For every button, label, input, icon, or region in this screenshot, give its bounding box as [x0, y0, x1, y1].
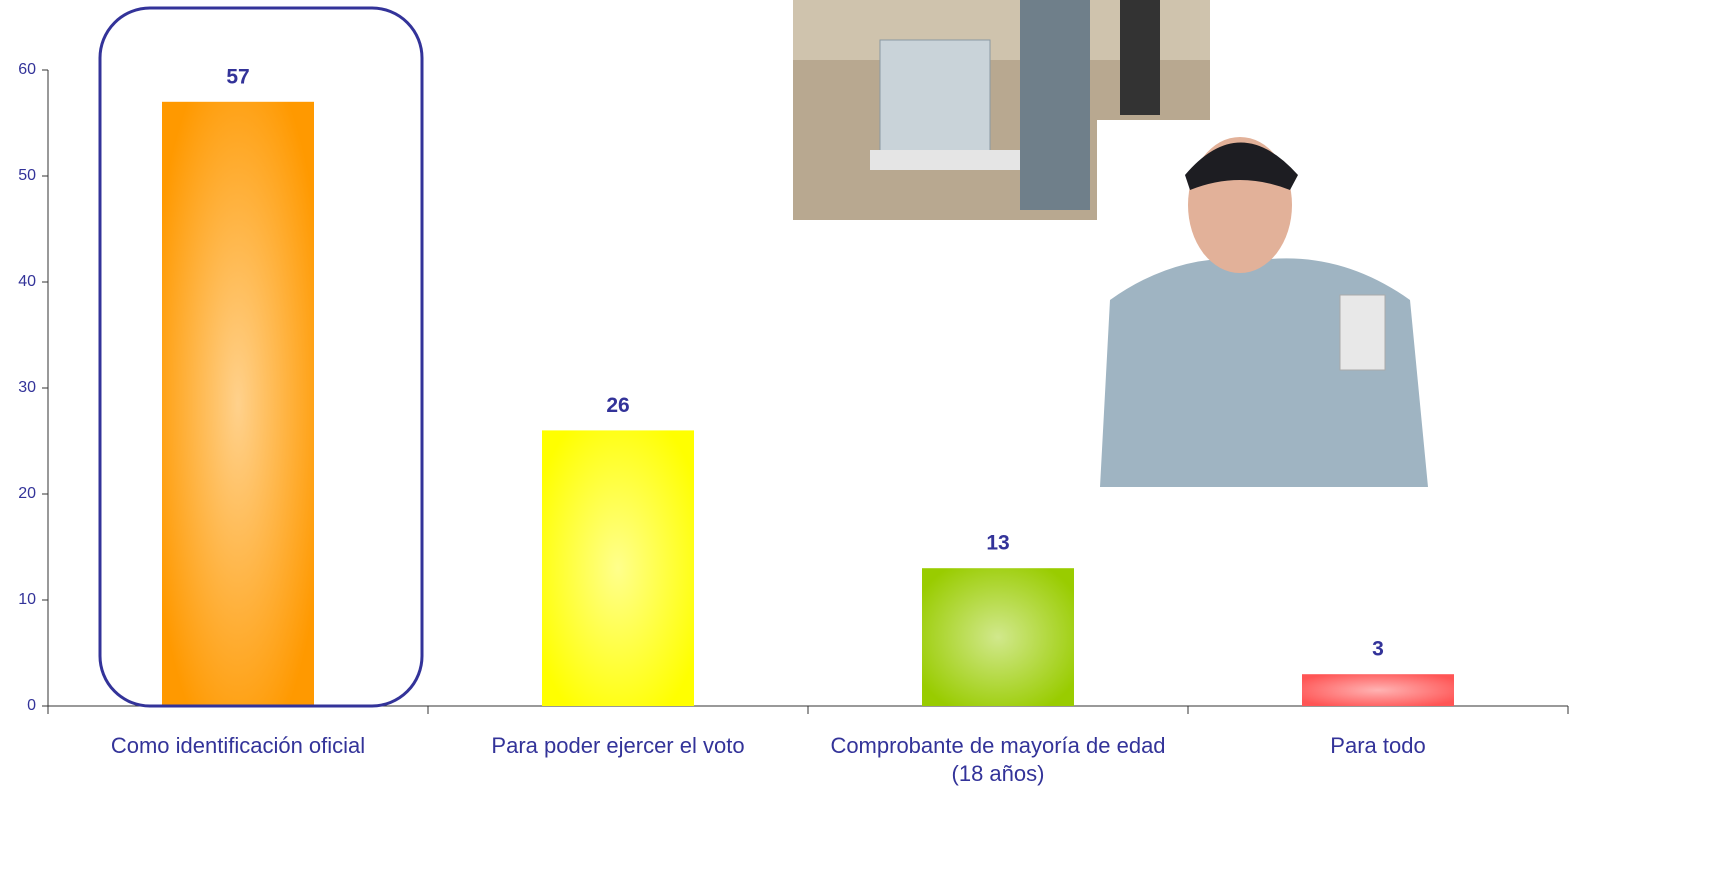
y-tick-label: 50: [18, 167, 36, 184]
y-tick-label: 60: [18, 61, 36, 78]
bar: [922, 568, 1074, 706]
y-tick-label: 0: [27, 697, 36, 714]
photo-ballot: [793, 0, 1210, 220]
highlight-box: [98, 6, 424, 708]
data-label: 26: [606, 394, 629, 417]
bar: [162, 101, 314, 707]
photo-person: [1097, 120, 1428, 487]
bar: [542, 430, 694, 706]
x-tick-label: Como identificación oficial: [110, 733, 366, 758]
x-tick-label: Para todo: [1330, 733, 1426, 758]
data-label: 13: [986, 532, 1009, 555]
data-label: 3: [1372, 638, 1384, 661]
bar: [1302, 674, 1454, 706]
y-tick-label: 30: [18, 379, 36, 396]
data-label: 57: [226, 65, 249, 88]
y-tick-label: 10: [18, 591, 36, 608]
x-tick-label: Para poder ejercer el voto: [491, 733, 745, 758]
x-tick-label: Comprobante de mayoría de edad (18 años): [830, 733, 1166, 786]
y-tick-label: 20: [18, 485, 36, 502]
y-tick-label: 40: [18, 273, 36, 290]
